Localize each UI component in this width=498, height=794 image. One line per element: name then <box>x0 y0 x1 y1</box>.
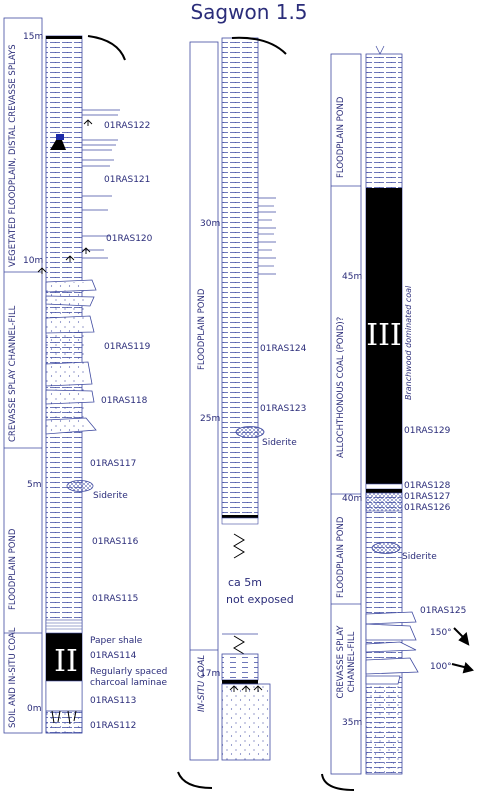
sample-label: 01RAS124 <box>260 344 307 354</box>
col1-depth-5m: 5m <box>27 480 42 490</box>
siderite-label: Siderite <box>93 491 128 501</box>
column1-siderite-nodule <box>66 480 94 492</box>
col3-depth-35m: 35m <box>342 718 363 728</box>
facies-allochthonous-coal: ALLOCHTHONOUS COAL (POND)? <box>336 316 346 458</box>
sample-label: 01RAS121 <box>104 175 151 185</box>
sample-label: 01RAS126 <box>404 503 451 513</box>
sample-label: 01RAS119 <box>104 342 151 352</box>
paleocurrent-arrows <box>451 627 474 674</box>
facies-crevasse-splay-2: CREVASSE SPLAY CHANNEL-FILL <box>336 625 357 699</box>
column-1 <box>3 17 126 734</box>
col3-depth-45m: 45m <box>342 272 363 282</box>
gap-note-1: ca 5m <box>228 576 262 589</box>
siderite-label: Siderite <box>262 438 297 448</box>
coal-seam-ii-label: II <box>54 644 78 679</box>
column3-siderite-nodule <box>371 542 401 554</box>
diagram-title: Sagwon 1.5 <box>190 0 308 24</box>
sample-label: 01RAS117 <box>90 459 137 469</box>
angle-label: 100° <box>430 662 452 672</box>
gap-note-2: not exposed <box>226 593 294 606</box>
sample-label: 01RAS127 <box>404 492 451 502</box>
note-paper-shale: Paper shale <box>90 636 143 646</box>
column1-facies-box <box>3 17 43 734</box>
col1-depth-0m: 0m <box>27 704 42 714</box>
column-2 <box>177 36 287 789</box>
coal-seam-iii-label: III <box>366 318 402 353</box>
coal-note: Branchwood dominated coal <box>404 285 413 400</box>
facies-vegetated-floodplain: VEGETATED FLOODPLAIN, DISTAL CREVASSE SP… <box>8 44 18 267</box>
facies-crevasse-splay: CREVASSE SPLAY CHANNEL-FILL <box>8 305 18 442</box>
col1-depth-10m: 10m <box>23 256 44 266</box>
note-charcoal-2: charcoal laminae <box>90 678 168 688</box>
sample-label: 01RAS113 <box>90 696 137 706</box>
note-charcoal-1: Regularly spaced <box>90 667 168 677</box>
column2-facies-box <box>189 41 219 761</box>
col2-depth-25m: 25m <box>200 414 221 424</box>
sample-label: 01RAS112 <box>90 721 137 731</box>
col3-depth-40m: 40m <box>342 494 363 504</box>
siderite-label: Siderite <box>402 552 437 562</box>
angle-label: 150° <box>430 628 452 638</box>
col2-depth-30m: 30m <box>200 219 221 229</box>
facies-soil-in-situ-coal: SOIL AND IN-SITU COAL <box>8 627 18 728</box>
facies-floodplain-pond-4: FLOODPLAIN POND <box>336 516 346 598</box>
sample-label: 01RAS120 <box>106 234 153 244</box>
sample-label: 01RAS122 <box>104 121 151 131</box>
column2-lithology-lower <box>221 683 271 761</box>
column-3 <box>321 45 474 791</box>
facies-floodplain-pond: FLOODPLAIN POND <box>8 528 18 610</box>
facies-in-situ-coal: IN-SITU COAL <box>197 654 207 712</box>
column3-coal-iii <box>366 188 402 484</box>
col2-depth-17m: 17m <box>200 669 221 679</box>
col1-depth-15m: 15m <box>23 32 44 42</box>
facies-floodplain-pond-2: FLOODPLAIN POND <box>197 288 207 370</box>
sample-label: 01RAS123 <box>260 404 307 414</box>
sample-label: 01RAS115 <box>92 594 139 604</box>
sample-label: 01RAS116 <box>92 537 139 547</box>
column1-coal-ii <box>46 633 82 681</box>
column2-siderite-nodule <box>235 426 265 438</box>
facies-floodplain-pond-3: FLOODPLAIN POND <box>336 96 346 178</box>
column3-facies-box <box>330 53 362 775</box>
sample-label: 01RAS114 <box>90 651 137 661</box>
sample-label: 01RAS125 <box>420 606 467 616</box>
sample-label: 01RAS129 <box>404 426 451 436</box>
sample-label: 01RAS128 <box>404 481 451 491</box>
sample-label: 01RAS118 <box>101 396 148 406</box>
